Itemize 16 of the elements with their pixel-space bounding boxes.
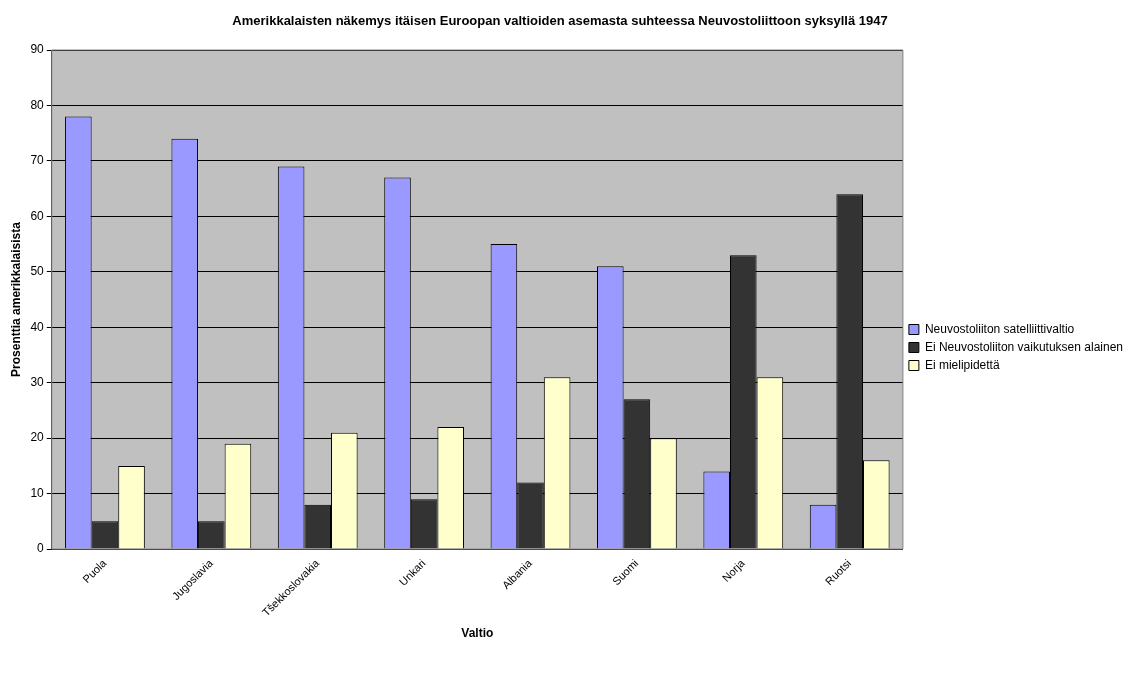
x-axis-title: Valtio — [461, 626, 494, 641]
y-tick-label: 40 — [30, 319, 45, 334]
y-tick-label: 70 — [30, 153, 45, 168]
legend-label: Ei Neuvostoliiton vaikutuksen alainen — [924, 339, 1124, 354]
legend-label: Ei mielipidettä — [924, 357, 1000, 372]
chart-title: Amerikkalaisten näkemys itäisen Euroopan valtioiden asemasta suhteessa Neuvostoliittoon syksyllä 1947 — [231, 12, 889, 30]
y-tick-label: 20 — [30, 430, 45, 445]
y-tick-label: 30 — [30, 375, 45, 390]
y-tick-label: 90 — [30, 42, 45, 57]
y-tick-label: 80 — [30, 97, 45, 112]
y-axis-title: Prosenttia amerikkalaisista — [8, 221, 23, 377]
y-tick-label: 60 — [30, 208, 45, 223]
y-tick-label: 0 — [37, 541, 45, 556]
y-tick-label: 50 — [30, 264, 45, 279]
y-tick-label: 10 — [30, 485, 45, 500]
legend-label: Neuvostoliiton satelliittivaltio — [924, 321, 1075, 336]
